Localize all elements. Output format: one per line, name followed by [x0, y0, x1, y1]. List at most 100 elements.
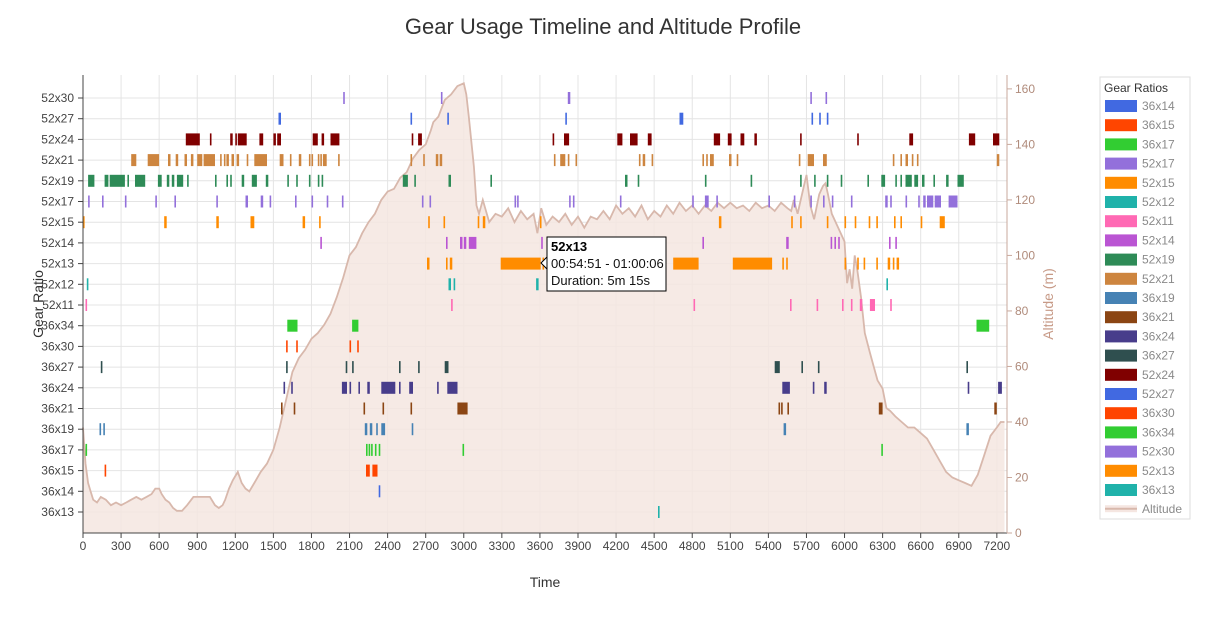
gear-bar-52x19[interactable]	[187, 174, 189, 187]
gear-bar-52x13[interactable]	[844, 257, 847, 270]
gear-bar-36x24[interactable]	[381, 381, 396, 394]
gear-bar-52x21[interactable]	[996, 154, 1000, 167]
gear-bar-52x21[interactable]	[197, 154, 203, 167]
gear-bar-36x27[interactable]	[774, 361, 780, 374]
gear-bar-52x14[interactable]	[320, 236, 322, 249]
gear-bar-52x17[interactable]	[850, 195, 853, 208]
gear-bar-36x24[interactable]	[349, 381, 352, 394]
gear-bar-52x30[interactable]	[440, 92, 443, 104]
gear-bar-52x17[interactable]	[429, 195, 432, 208]
gear-bar-52x19[interactable]	[135, 174, 146, 187]
gear-bar-36x24[interactable]	[447, 381, 458, 394]
gear-bar-52x24[interactable]	[230, 133, 233, 146]
gear-bar-52x13[interactable]	[782, 257, 784, 270]
gear-bar-52x19[interactable]	[946, 174, 949, 187]
gear-bar-52x19[interactable]	[625, 174, 628, 187]
gear-bar-52x13[interactable]	[887, 257, 891, 270]
gear-bar-36x15[interactable]	[372, 464, 378, 477]
gear-bar-52x19[interactable]	[317, 174, 320, 187]
gear-bar-52x19[interactable]	[88, 174, 95, 187]
gear-bar-36x17[interactable]	[378, 443, 381, 456]
gear-bar-52x21[interactable]	[575, 154, 578, 167]
gear-bar-52x17[interactable]	[890, 195, 892, 208]
gear-bar-52x21[interactable]	[223, 154, 226, 167]
gear-bar-52x24[interactable]	[713, 133, 721, 146]
gear-bar-52x21[interactable]	[905, 154, 909, 167]
gear-bar-52x21[interactable]	[308, 154, 311, 167]
gear-bar-52x17[interactable]	[793, 195, 796, 208]
gear-bar-52x19[interactable]	[226, 174, 228, 187]
gear-bar-52x17[interactable]	[885, 195, 888, 208]
gear-bar-52x21[interactable]	[236, 154, 240, 167]
gear-bar-52x19[interactable]	[704, 174, 707, 187]
gear-bar-52x15[interactable]	[854, 216, 857, 229]
gear-bar-36x27[interactable]	[801, 361, 803, 374]
gear-bar-52x19[interactable]	[109, 174, 125, 187]
gear-bar-36x21[interactable]	[293, 402, 296, 415]
gear-bar-52x19[interactable]	[448, 174, 452, 187]
gear-bar-52x17[interactable]	[831, 195, 834, 208]
gear-bar-36x19[interactable]	[381, 423, 386, 436]
gear-bar-52x19[interactable]	[157, 174, 162, 187]
gear-bar-52x19[interactable]	[895, 174, 897, 187]
gear-bar-52x15[interactable]	[900, 216, 902, 229]
gear-bar-52x21[interactable]	[439, 154, 443, 167]
gear-bar-36x34[interactable]	[352, 319, 359, 332]
gear-bar-52x12[interactable]	[536, 278, 539, 291]
gear-bar-36x19[interactable]	[369, 423, 373, 436]
gear-bar-52x24[interactable]	[647, 133, 652, 146]
gear-bar-52x15[interactable]	[868, 216, 871, 229]
gear-bar-52x21[interactable]	[798, 154, 801, 167]
gear-bar-52x19[interactable]	[637, 174, 640, 187]
gear-bar-36x19[interactable]	[411, 423, 414, 436]
gear-bar-52x13[interactable]	[500, 257, 541, 270]
gear-bar-52x17[interactable]	[692, 195, 694, 208]
gear-bar-36x27[interactable]	[352, 361, 354, 374]
gear-bar-52x14[interactable]	[834, 236, 836, 249]
gear-bar-36x19[interactable]	[364, 423, 368, 436]
gear-bar-52x19[interactable]	[957, 174, 964, 187]
gear-bar-52x17[interactable]	[174, 195, 176, 208]
gear-bar-52x15[interactable]	[718, 216, 722, 229]
gear-bar-52x17[interactable]	[768, 195, 770, 208]
gear-bar-52x15[interactable]	[482, 216, 486, 229]
gear-bar-52x15[interactable]	[791, 216, 793, 229]
gear-bar-52x21[interactable]	[226, 154, 229, 167]
gear-bar-52x21[interactable]	[338, 154, 340, 167]
gear-bar-36x24[interactable]	[437, 381, 439, 394]
gear-bar-52x19[interactable]	[241, 174, 245, 187]
gear-bar-52x12[interactable]	[86, 278, 89, 291]
gear-bar-36x34[interactable]	[287, 319, 298, 332]
gear-bar-52x14[interactable]	[702, 236, 704, 249]
gear-bar-52x14[interactable]	[895, 236, 897, 249]
gear-bar-52x24[interactable]	[564, 133, 570, 146]
gear-bar-52x21[interactable]	[168, 154, 171, 167]
gear-bar-52x27[interactable]	[819, 112, 821, 125]
gear-bar-36x27[interactable]	[444, 361, 449, 374]
gear-bar-36x24[interactable]	[358, 381, 360, 394]
gear-bar-52x13[interactable]	[732, 257, 773, 270]
gear-bar-36x21[interactable]	[878, 402, 883, 415]
gear-bar-36x21[interactable]	[787, 402, 789, 415]
gear-bar-52x15[interactable]	[250, 216, 255, 229]
gear-bar-36x34[interactable]	[976, 319, 990, 332]
gear-bar-36x27[interactable]	[286, 361, 288, 374]
gear-bar-52x15[interactable]	[939, 216, 945, 229]
gear-bar-36x17[interactable]	[371, 443, 373, 456]
gear-bar-52x15[interactable]	[443, 216, 446, 229]
gear-bar-52x21[interactable]	[317, 154, 320, 167]
gear-bar-52x24[interactable]	[800, 133, 802, 146]
gear-bar-52x15[interactable]	[302, 216, 306, 229]
gear-bar-52x21[interactable]	[279, 154, 284, 167]
gear-bar-52x11[interactable]	[869, 299, 875, 311]
gear-bar-36x24[interactable]	[824, 381, 827, 394]
gear-bar-36x21[interactable]	[382, 402, 385, 415]
gear-bar-52x24[interactable]	[857, 133, 859, 146]
gear-bar-52x14[interactable]	[838, 236, 840, 249]
gear-bar-52x24[interactable]	[630, 133, 638, 146]
gear-bar-52x27[interactable]	[679, 112, 684, 125]
gear-bar-52x17[interactable]	[295, 195, 297, 208]
gear-bar-36x24[interactable]	[998, 381, 1002, 394]
gear-bar-52x21[interactable]	[203, 154, 215, 167]
gear-bar-52x19[interactable]	[230, 174, 232, 187]
